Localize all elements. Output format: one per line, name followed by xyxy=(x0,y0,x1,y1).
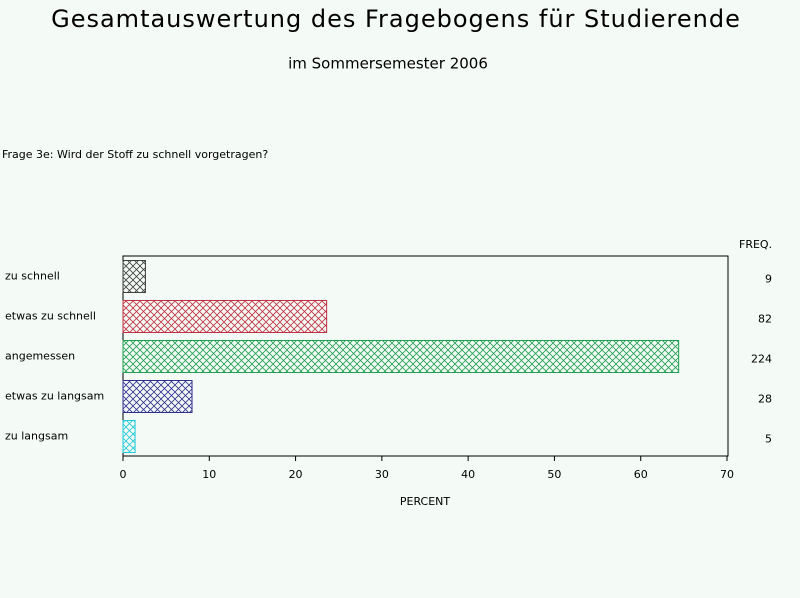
x-tick-label: 70 xyxy=(720,468,734,481)
bar xyxy=(122,260,146,293)
x-axis-label: PERCENT xyxy=(400,495,451,508)
chart-subtitle: im Sommersemester 2006 xyxy=(288,55,488,73)
bar xyxy=(122,340,680,373)
bar xyxy=(122,380,193,413)
x-tick-label: 60 xyxy=(634,468,648,481)
freq-header: FREQ. xyxy=(739,238,772,251)
y-tick-label: zu schnell xyxy=(5,270,60,283)
y-tick-label: angemessen xyxy=(5,350,75,363)
x-tick-label: 0 xyxy=(120,468,127,481)
x-tick-label: 50 xyxy=(547,468,561,481)
freq-label: 5 xyxy=(765,433,772,446)
x-tick-label: 20 xyxy=(289,468,303,481)
freq-label: 28 xyxy=(758,393,772,406)
freq-label: 82 xyxy=(758,313,772,326)
y-tick-label: etwas zu langsam xyxy=(5,390,104,403)
bar xyxy=(122,300,328,333)
y-tick-label: etwas zu schnell xyxy=(5,310,96,323)
x-tick-label: 30 xyxy=(375,468,389,481)
freq-label: 9 xyxy=(765,273,772,286)
x-tick-label: 40 xyxy=(461,468,475,481)
bar xyxy=(122,420,136,453)
chart-title: Gesamtauswertung des Fragebogens für Stu… xyxy=(51,5,741,33)
x-tick-label: 10 xyxy=(202,468,216,481)
freq-label: 224 xyxy=(751,353,772,366)
y-tick-label: zu langsam xyxy=(5,430,68,443)
question: Frage 3e: Wird der Stoff zu schnell vorg… xyxy=(2,148,268,161)
